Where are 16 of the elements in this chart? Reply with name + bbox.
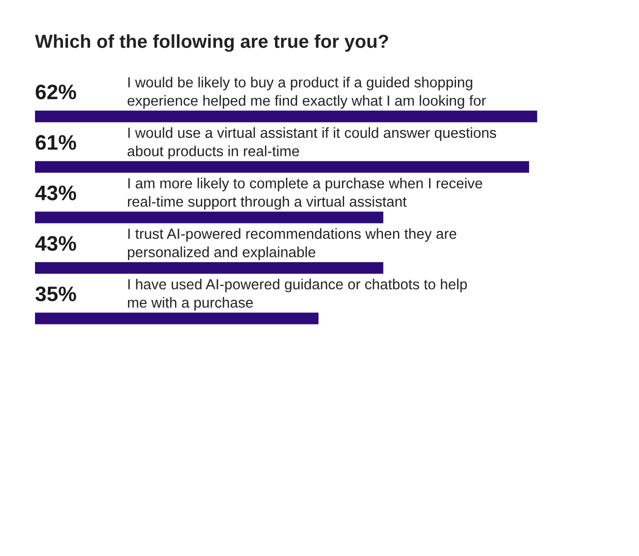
bar [35, 312, 318, 324]
bar [35, 262, 384, 274]
bar [35, 110, 538, 122]
y-tick-label: I would use a virtual assistant if it could answer questions about products in real-time [128, 127, 496, 160]
bar [35, 161, 530, 173]
y-tick-label: I trust AI-powered recommendations when they are personalized and explainable [128, 228, 456, 260]
data-label: 62% [36, 84, 76, 100]
y-tick-label: I have used AI-powered guidance or chatbots to help me with a purchase [128, 278, 467, 311]
chart-title: Which of the following are true for you? [35, 34, 388, 52]
bar [35, 212, 384, 224]
y-tick-label: I would be likely to buy a product if a guided shopping experience helped me find exactly what I am looking for [128, 76, 486, 109]
data-label: 43% [35, 236, 76, 251]
data-label: 35% [35, 286, 76, 302]
data-label: 43% [35, 186, 76, 200]
data-label: 61% [36, 135, 76, 150]
y-tick-label: I am more likely to complete a purchase when I receive real-time support through a virtual assistant [128, 178, 482, 210]
